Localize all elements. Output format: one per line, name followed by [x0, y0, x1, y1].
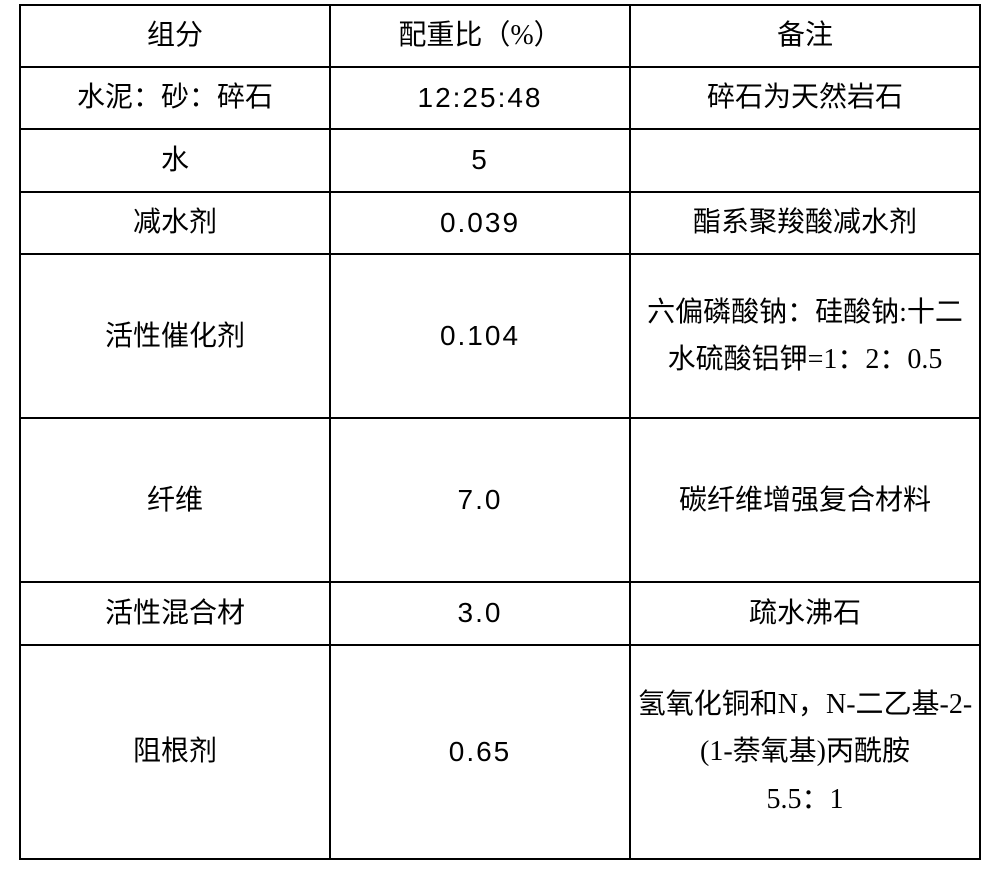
ratio-value: 0.104 [440, 320, 520, 351]
cell-ratio: 7.0 [330, 418, 630, 582]
col-header-note: 备注 [630, 5, 980, 67]
cell-component: 水 [20, 129, 330, 192]
table-row: 减水剂 0.039 酯系聚羧酸减水剂 [20, 192, 980, 255]
cell-note: 六偏磷酸钠：硅酸钠:十二水硫酸铝钾=1：2：0.5 [630, 254, 980, 418]
table-row: 纤维 7.0 碳纤维增强复合材料 [20, 418, 980, 582]
cell-note: 酯系聚羧酸减水剂 [630, 192, 980, 255]
table-row: 活性混合材 3.0 疏水沸石 [20, 582, 980, 645]
cell-component: 活性催化剂 [20, 254, 330, 418]
col-header-ratio: 配重比（%） [330, 5, 630, 67]
table-container: 组分 配重比（%） 备注 水泥：砂：碎石 12:25:48 碎石为天然岩石 水 … [0, 0, 1000, 875]
cell-note [630, 129, 980, 192]
cell-component: 活性混合材 [20, 582, 330, 645]
cell-ratio: 5 [330, 129, 630, 192]
table-row: 阻根剂 0.65 氢氧化铜和N，N-二乙基-2-(1-萘氧基)丙酰胺5.5：1 [20, 645, 980, 859]
cell-note: 疏水沸石 [630, 582, 980, 645]
cell-component: 减水剂 [20, 192, 330, 255]
table-header-row: 组分 配重比（%） 备注 [20, 5, 980, 67]
cell-ratio: 3.0 [330, 582, 630, 645]
col-header-component: 组分 [20, 5, 330, 67]
ratio-value: 7.0 [458, 484, 503, 515]
cell-component: 水泥：砂：碎石 [20, 67, 330, 130]
composition-table: 组分 配重比（%） 备注 水泥：砂：碎石 12:25:48 碎石为天然岩石 水 … [19, 4, 981, 860]
ratio-value: 12:25:48 [418, 82, 543, 113]
ratio-value: 0.65 [449, 736, 512, 767]
cell-note: 氢氧化铜和N，N-二乙基-2-(1-萘氧基)丙酰胺5.5：1 [630, 645, 980, 859]
table-row: 活性催化剂 0.104 六偏磷酸钠：硅酸钠:十二水硫酸铝钾=1：2：0.5 [20, 254, 980, 418]
cell-note: 碎石为天然岩石 [630, 67, 980, 130]
ratio-value: 0.039 [440, 207, 520, 238]
cell-ratio: 0.65 [330, 645, 630, 859]
table-row: 水泥：砂：碎石 12:25:48 碎石为天然岩石 [20, 67, 980, 130]
cell-component: 阻根剂 [20, 645, 330, 859]
ratio-value: 3.0 [458, 597, 503, 628]
cell-ratio: 0.104 [330, 254, 630, 418]
ratio-value: 5 [471, 144, 489, 175]
cell-ratio: 12:25:48 [330, 67, 630, 130]
cell-note: 碳纤维增强复合材料 [630, 418, 980, 582]
cell-component: 纤维 [20, 418, 330, 582]
table-row: 水 5 [20, 129, 980, 192]
cell-ratio: 0.039 [330, 192, 630, 255]
